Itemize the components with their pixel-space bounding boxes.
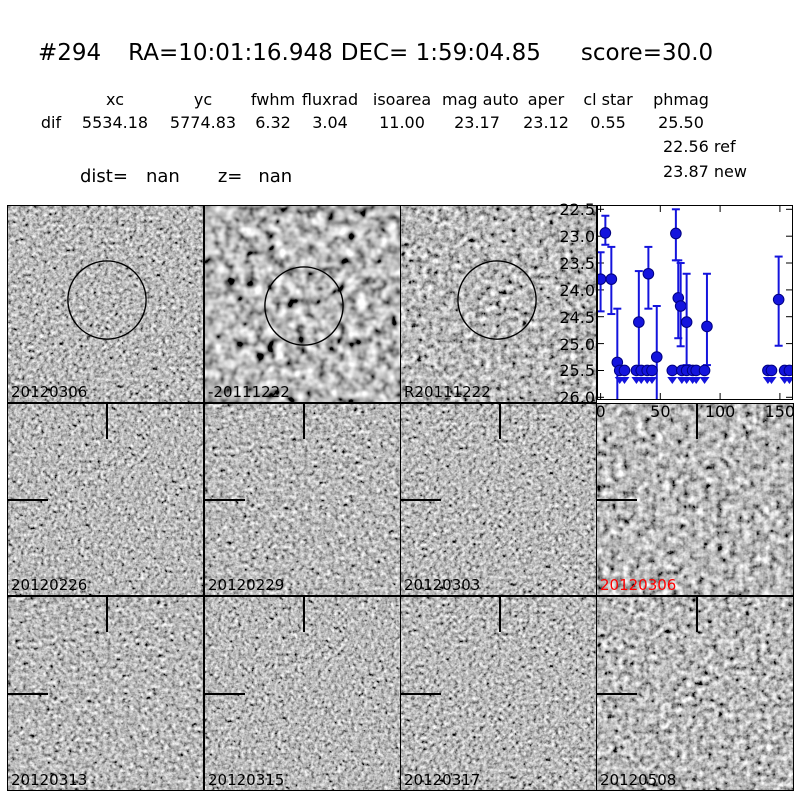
position-marker-v bbox=[499, 404, 502, 439]
photometry-table: xc yc fwhm fluxrad isoarea mag auto aper… bbox=[30, 88, 726, 134]
z-value: nan bbox=[258, 166, 293, 187]
position-marker-h bbox=[8, 692, 48, 695]
panel-label: -20111222 bbox=[208, 383, 290, 401]
panel-label: 20120317 bbox=[404, 771, 481, 789]
cutout-r1c3-new: R20111222 bbox=[400, 205, 597, 403]
noise-image bbox=[205, 206, 400, 402]
noise-image bbox=[8, 206, 203, 402]
value-mag-auto: 23.17 bbox=[454, 113, 500, 132]
z-label: z= bbox=[217, 166, 243, 187]
position-marker-h bbox=[401, 498, 441, 501]
lightcurve-plot bbox=[597, 205, 793, 400]
position-marker-v bbox=[303, 597, 306, 632]
cutout-r2c1: 20120226 bbox=[7, 403, 204, 596]
position-marker-v bbox=[695, 597, 698, 632]
ra-value: RA=10:01:16.948 bbox=[128, 40, 333, 66]
ref-new-magnitudes: 22.56 ref 23.87 new bbox=[663, 134, 747, 184]
cutout-r1c1-dif: 20120306 bbox=[7, 205, 204, 403]
value-fluxrad: 3.04 bbox=[312, 113, 348, 132]
cutout-r3c3: 20120317 bbox=[400, 596, 597, 791]
cutout-r2c3: 20120303 bbox=[400, 403, 597, 596]
panel-label: 20120306 bbox=[11, 383, 88, 401]
ref-magnitude: 22.56 ref bbox=[663, 137, 736, 156]
photometry-header-row: xc yc fwhm fluxrad isoarea mag auto aper… bbox=[30, 88, 726, 111]
position-marker-v bbox=[303, 404, 306, 439]
position-marker-h bbox=[205, 692, 245, 695]
cutout-r2c2: 20120229 bbox=[204, 403, 401, 596]
cutout-r2c4: 20120306 bbox=[596, 403, 794, 596]
position-marker-h bbox=[597, 692, 637, 695]
new-magnitude: 23.87 new bbox=[663, 162, 747, 181]
panel-label: 20120313 bbox=[11, 771, 88, 789]
col-header-isoarea: isoarea bbox=[372, 90, 432, 109]
page-title: #294 RA=10:01:16.948 DEC= 1:59:04.85 sco… bbox=[38, 40, 713, 66]
header-spacer bbox=[30, 88, 72, 111]
panel-label: 20120315 bbox=[208, 771, 285, 789]
position-marker-v bbox=[695, 404, 698, 439]
value-cl-star: 0.55 bbox=[590, 113, 626, 132]
value-xc: 5534.18 bbox=[81, 113, 149, 132]
position-marker-h bbox=[8, 498, 48, 501]
panel-label-highlighted: 20120306 bbox=[600, 576, 677, 594]
col-header-cl-star: cl star bbox=[583, 90, 633, 109]
dist-value: nan bbox=[145, 166, 180, 187]
value-isoarea: 11.00 bbox=[379, 113, 425, 132]
col-header-mag-auto: mag auto bbox=[442, 90, 519, 109]
cutout-r1c2-ref: -20111222 bbox=[204, 205, 401, 403]
position-marker-v bbox=[106, 597, 109, 632]
cutout-r3c4: 20120508 bbox=[596, 596, 794, 791]
value-phmag: 25.50 bbox=[658, 113, 704, 132]
candidate-id: #294 bbox=[38, 40, 102, 66]
col-header-xc: xc bbox=[106, 90, 124, 109]
row-label-dif: dif bbox=[40, 113, 62, 132]
dec-value: DEC= 1:59:04.85 bbox=[340, 40, 541, 66]
cutout-r3c2: 20120315 bbox=[204, 596, 401, 791]
position-marker-h bbox=[401, 692, 441, 695]
value-yc: 5774.83 bbox=[169, 113, 237, 132]
photometry-value-row: dif 5534.18 5774.83 6.32 3.04 11.00 23.1… bbox=[30, 111, 726, 134]
col-header-phmag: phmag bbox=[653, 90, 709, 109]
col-header-aper: aper bbox=[527, 90, 565, 109]
value-fwhm: 6.32 bbox=[255, 113, 291, 132]
col-header-fluxrad: fluxrad bbox=[301, 90, 359, 109]
panel-label: 20120303 bbox=[404, 576, 481, 594]
panel-label: 20120508 bbox=[600, 771, 677, 789]
aperture-circle-icon bbox=[457, 260, 537, 340]
score-value: score=30.0 bbox=[580, 40, 714, 66]
panel-label: R20111222 bbox=[404, 383, 491, 401]
cutout-r3c1: 20120313 bbox=[7, 596, 204, 791]
position-marker-h bbox=[597, 498, 637, 501]
dist-label: dist= bbox=[80, 166, 128, 187]
aperture-circle-icon bbox=[264, 266, 344, 346]
noise-image bbox=[401, 206, 596, 402]
panel-label: 20120229 bbox=[208, 576, 285, 594]
panel-label: 20120226 bbox=[11, 576, 88, 594]
position-marker-h bbox=[205, 498, 245, 501]
position-marker-v bbox=[499, 597, 502, 632]
value-aper: 23.12 bbox=[523, 113, 569, 132]
col-header-yc: yc bbox=[193, 90, 213, 109]
position-marker-v bbox=[106, 404, 109, 439]
lightcurve-canvas bbox=[597, 205, 793, 400]
dist-z-row: dist= nan z= nan bbox=[80, 166, 292, 187]
aperture-circle-icon bbox=[67, 260, 147, 340]
col-header-fwhm: fwhm bbox=[250, 90, 296, 109]
